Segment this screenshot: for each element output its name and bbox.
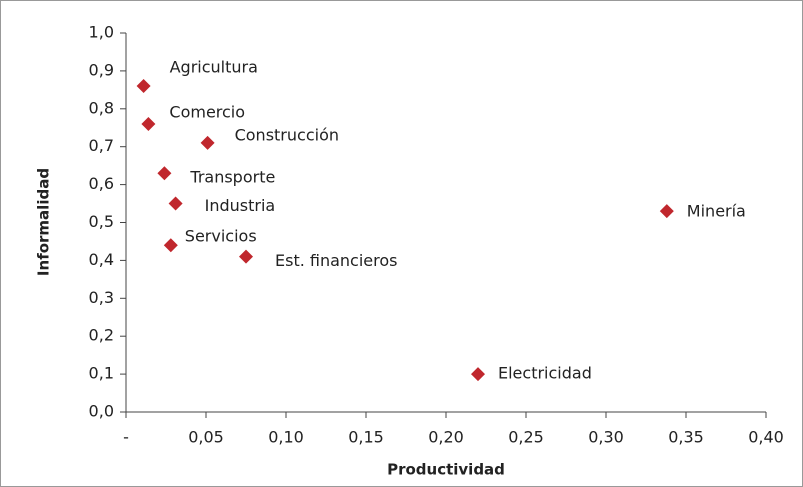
y-tick-label: 0,3 bbox=[89, 288, 114, 307]
x-tick-label: - bbox=[123, 428, 129, 447]
y-tick-label: 0,4 bbox=[89, 250, 114, 269]
point bbox=[200, 135, 215, 150]
point-label: Construcción bbox=[235, 125, 339, 144]
x-tick-label: 0,15 bbox=[348, 428, 384, 447]
y-tick-label: 0,2 bbox=[89, 326, 114, 345]
y-tick-label: 0,6 bbox=[89, 174, 114, 193]
point bbox=[141, 116, 156, 131]
point-label: Minería bbox=[687, 202, 746, 221]
y-tick-label: 0,7 bbox=[89, 136, 114, 155]
point bbox=[157, 166, 172, 181]
point-label: Comercio bbox=[169, 102, 245, 121]
y-tick-label: 0,9 bbox=[89, 60, 114, 79]
point bbox=[239, 249, 253, 264]
point-label: Transporte bbox=[189, 168, 275, 187]
point bbox=[659, 204, 674, 219]
x-tick-label: 0,30 bbox=[588, 428, 624, 447]
point bbox=[471, 367, 485, 382]
x-tick-label: 0,10 bbox=[268, 428, 304, 447]
x-tick-label: 0,25 bbox=[508, 428, 544, 447]
point bbox=[163, 238, 178, 253]
x-tick-label: 0,35 bbox=[668, 428, 704, 447]
point bbox=[168, 196, 183, 211]
y-tick-label: 0,8 bbox=[89, 98, 114, 117]
y-tick-label: 1,0 bbox=[89, 23, 114, 42]
y-tick-label: 0,5 bbox=[89, 212, 114, 231]
point bbox=[136, 79, 151, 94]
point-label: Electricidad bbox=[498, 364, 592, 383]
y-axis-title: Informalidad bbox=[35, 168, 53, 276]
point-label: Agricultura bbox=[170, 58, 258, 77]
x-axis-title: Productividad bbox=[387, 461, 505, 479]
y-tick-label: 0,1 bbox=[89, 364, 114, 383]
point-label: Est. financieros bbox=[275, 251, 398, 270]
point-label: Servicios bbox=[185, 227, 257, 246]
x-tick-label: 0,05 bbox=[188, 428, 224, 447]
x-tick-label: 0,40 bbox=[748, 428, 784, 447]
y-tick-label: 0,0 bbox=[89, 402, 114, 421]
x-tick-label: 0,20 bbox=[428, 428, 464, 447]
point-label: Industria bbox=[205, 196, 276, 215]
